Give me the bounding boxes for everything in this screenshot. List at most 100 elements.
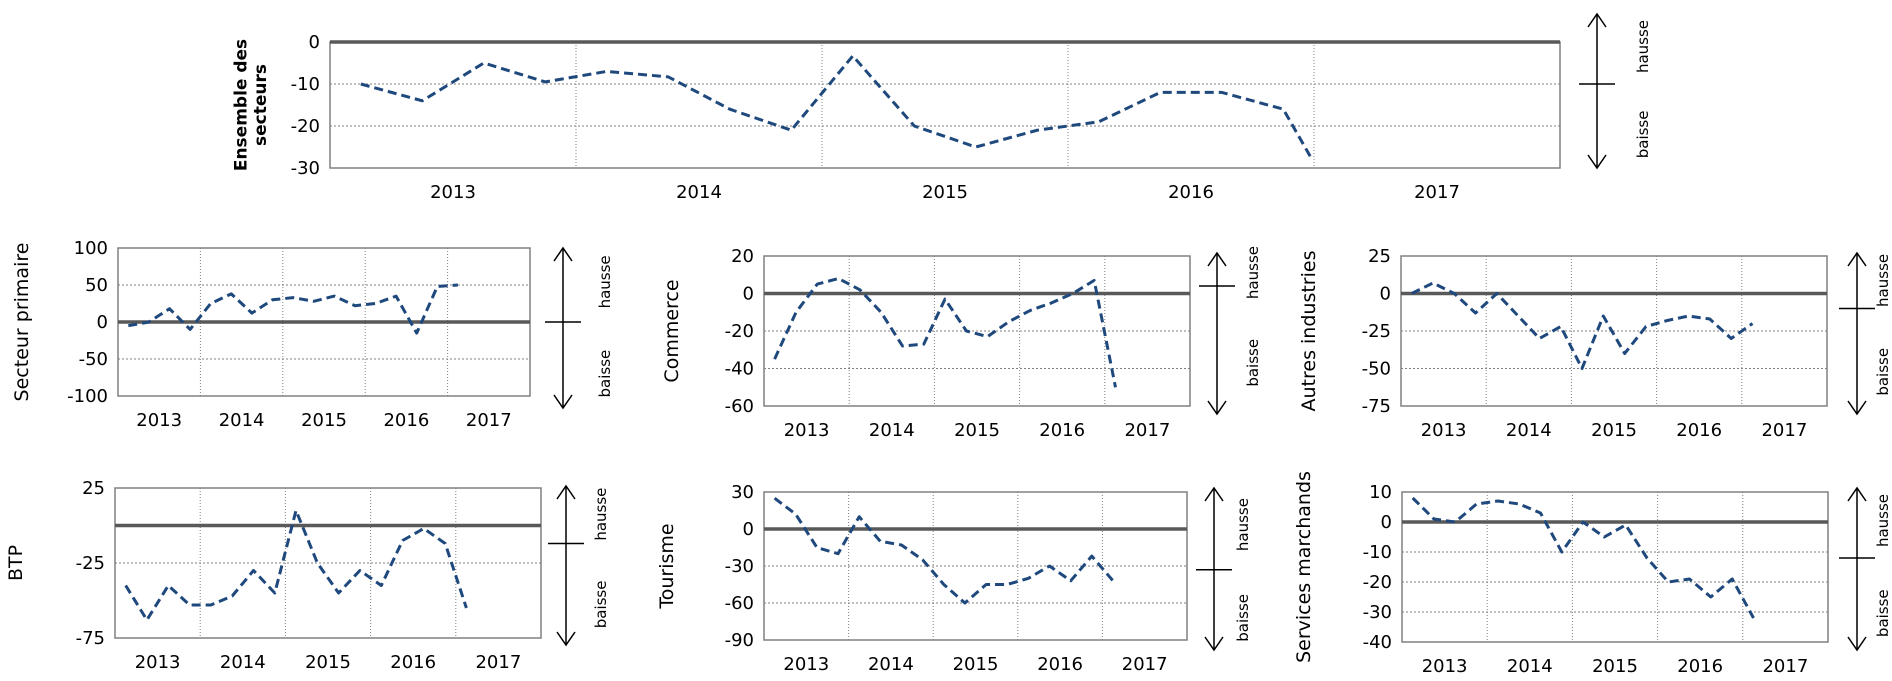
x-tick-label: 2014	[1506, 420, 1552, 441]
x-tick-label: 2016	[1677, 656, 1723, 677]
x-tick-label: 2017	[466, 410, 512, 431]
x-tick-label: 2013	[1421, 420, 1467, 441]
y-tick-label: -10	[291, 74, 320, 95]
y-tick-label: -40	[725, 359, 754, 380]
indicator-label-down: baisse	[1244, 339, 1262, 387]
x-tick-label: 2015	[301, 410, 347, 431]
y-tick-label: -20	[725, 321, 754, 342]
series-line	[1412, 283, 1753, 369]
x-tick-label: 2017	[1761, 420, 1807, 441]
y-tick-label: -50	[79, 349, 108, 370]
x-tick-label: 2017	[1122, 654, 1168, 675]
x-tick-label: 2014	[869, 420, 915, 441]
x-tick-label: 2013	[135, 652, 181, 673]
series-line	[1413, 498, 1754, 618]
indicator-label-down: baisse	[592, 581, 610, 629]
x-tick-label: 2014	[219, 410, 265, 431]
x-tick-label: 2016	[390, 652, 436, 673]
indicator-label-down: baisse	[596, 350, 614, 398]
indicator-label-down: baisse	[1234, 594, 1252, 642]
y-axis-label: BTP	[5, 545, 27, 581]
y-tick-label: 20	[731, 246, 754, 267]
x-tick-label: 2016	[1168, 182, 1214, 203]
y-tick-label: 10	[1369, 482, 1392, 503]
y-tick-label: 100	[74, 238, 108, 259]
x-tick-label: 2014	[220, 652, 266, 673]
x-tick-label: 2017	[1124, 420, 1170, 441]
indicator-label-up: hausse	[596, 255, 614, 308]
y-axis-label: Commerce	[661, 279, 683, 382]
y-tick-label: 25	[1368, 246, 1391, 267]
indicator-label-down: baisse	[1634, 111, 1652, 159]
x-tick-label: 2013	[430, 182, 476, 203]
chart-panel-commerce: 20 0 -20 -40 -60 2013 2014 2015 2016 2017 Commerce…	[661, 246, 1262, 441]
y-axis-label: Ensemble dessecteurs	[231, 39, 271, 171]
indicator-label-up: hausse	[1874, 494, 1892, 547]
x-tick-label: 2016	[1676, 420, 1722, 441]
indicator-label-up: hausse	[1244, 246, 1262, 299]
x-tick-label: 2015	[1591, 420, 1637, 441]
x-tick-label: 2015	[922, 182, 968, 203]
x-tick-label: 2015	[953, 654, 999, 675]
x-tick-label: 2013	[784, 420, 830, 441]
y-tick-label: 0	[1381, 512, 1392, 533]
y-tick-label: -40	[1363, 632, 1392, 653]
series-line	[775, 498, 1113, 603]
y-tick-label: -60	[725, 593, 754, 614]
x-tick-label: 2017	[1762, 656, 1808, 677]
x-tick-label: 2017	[1414, 182, 1460, 203]
indicator-label-up: hausse	[1234, 498, 1252, 551]
y-tick-label: -90	[725, 630, 754, 651]
x-tick-label: 2013	[136, 410, 182, 431]
y-tick-label: 0	[743, 284, 754, 305]
series-line	[361, 56, 1311, 158]
y-axis-label: Autres industries	[1298, 251, 1320, 412]
indicator-label-down: baisse	[1874, 589, 1892, 637]
y-tick-label: 50	[85, 275, 108, 296]
y-tick-label: -75	[76, 628, 105, 649]
y-tick-label: -50	[1362, 359, 1391, 380]
y-axis-label: Services marchands	[1293, 471, 1315, 663]
y-tick-label: -10	[1363, 542, 1392, 563]
indicator-label-up: hausse	[1634, 20, 1652, 73]
y-tick-label: -20	[1363, 572, 1392, 593]
x-tick-label: 2017	[475, 652, 521, 673]
series-line	[128, 285, 458, 333]
y-tick-label: -30	[725, 556, 754, 577]
y-tick-label: -30	[291, 158, 320, 179]
y-axis-label: Secteur primaire	[11, 243, 33, 402]
indicator-label-down: baisse	[1874, 348, 1892, 396]
y-tick-label: 0	[1380, 284, 1391, 305]
x-tick-label: 2015	[1592, 656, 1638, 677]
indicator-label-up: hausse	[592, 488, 610, 541]
x-tick-label: 2013	[1422, 656, 1468, 677]
y-tick-label: -25	[1362, 321, 1391, 342]
x-tick-label: 2014	[868, 654, 914, 675]
x-tick-label: 2016	[1037, 654, 1083, 675]
y-axis-label: Tourisme	[656, 523, 678, 609]
x-tick-label: 2015	[954, 420, 1000, 441]
y-tick-label: 0	[743, 519, 754, 540]
chart-panel-primaire: 100 50 0 -50 -100 2013 2014 2015 2016 2017 Secteur…	[11, 238, 614, 431]
x-tick-label: 2015	[305, 652, 351, 673]
plot-frame	[764, 492, 1187, 640]
x-tick-label: 2016	[1039, 420, 1085, 441]
x-tick-label: 2016	[383, 410, 429, 431]
y-tick-label: -60	[725, 396, 754, 417]
y-tick-label: 25	[82, 478, 105, 499]
x-tick-label: 2013	[783, 654, 829, 675]
y-tick-label: 0	[97, 312, 108, 333]
y-tick-label: -30	[1363, 602, 1392, 623]
y-tick-label: -20	[291, 116, 320, 137]
y-tick-label: -100	[67, 386, 108, 407]
x-tick-label: 2014	[1507, 656, 1553, 677]
y-tick-label: -75	[1362, 396, 1391, 417]
x-tick-label: 2014	[676, 182, 722, 203]
chart-panel-autres: 25 0 -25 -50 -75 2013 2014 2015 2016 2017 Autres i…	[1298, 246, 1892, 441]
chart-panel-services: 10 0 -10 -20 -30 -40 2013 2014 2015 2016 2017 Servi…	[1293, 471, 1892, 677]
y-axis-label-line: secteurs	[251, 64, 271, 146]
